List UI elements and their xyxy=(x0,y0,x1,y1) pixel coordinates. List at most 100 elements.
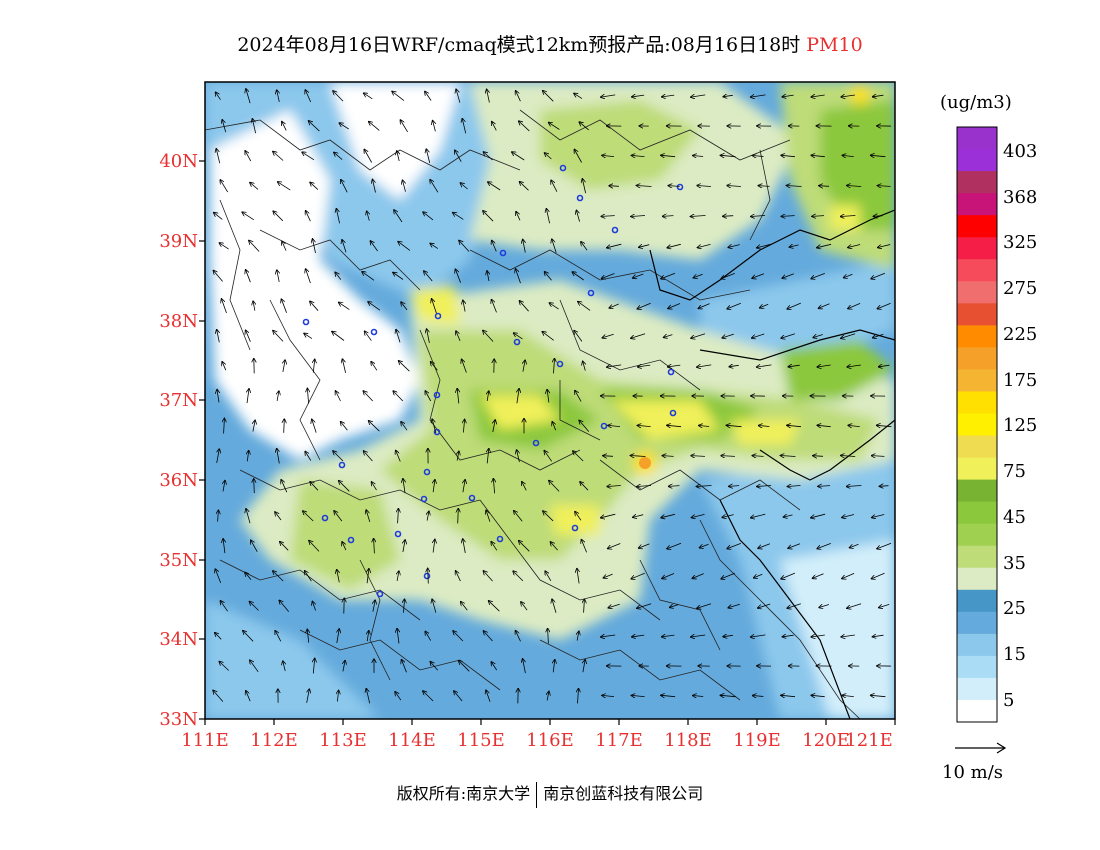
wind-arrow xyxy=(457,389,459,404)
wind-arrow xyxy=(872,514,885,518)
wind-arrow xyxy=(213,271,223,282)
wind-arrow xyxy=(313,659,314,674)
wind-arrow xyxy=(273,331,284,342)
wind-arrow xyxy=(431,362,438,371)
colorbar-swatch xyxy=(957,259,997,282)
wind-arrow xyxy=(753,156,764,157)
wind-arrow xyxy=(691,456,705,457)
wind-arrow xyxy=(781,456,796,457)
wind-arrow xyxy=(578,302,591,311)
wind-arrow xyxy=(305,452,312,461)
wind-arrow xyxy=(215,569,222,584)
wind-arrow xyxy=(751,513,766,518)
wind-arrow xyxy=(337,629,339,644)
wind-arrow xyxy=(222,299,227,314)
lon-label-111e: 111E xyxy=(181,730,229,751)
wind-arrow xyxy=(492,122,497,131)
wind-arrow xyxy=(342,240,347,253)
wind-arrow xyxy=(603,456,614,457)
wind-arrow xyxy=(483,211,494,222)
wind-arrow xyxy=(757,486,772,487)
wind-arrow xyxy=(842,573,855,578)
wind-arrow xyxy=(403,540,405,553)
colorbar-swatch xyxy=(957,501,997,525)
wind-arrow xyxy=(522,482,527,491)
wind-arrow xyxy=(454,691,463,702)
lat-label-39n: 39N xyxy=(159,231,198,252)
colorbar-swatch xyxy=(957,281,997,304)
wind-arrow xyxy=(246,509,251,524)
wind-arrow xyxy=(549,303,559,310)
wind-arrow xyxy=(813,335,823,338)
wind-arrow xyxy=(396,330,401,343)
colorbar-label-403: 403 xyxy=(1003,141,1038,162)
wind-arrow xyxy=(367,631,369,642)
wind-arrow xyxy=(692,573,704,579)
wind-arrow xyxy=(277,270,279,282)
wind-arrow xyxy=(583,361,586,371)
wind-arrow xyxy=(576,210,580,222)
wind-arrow xyxy=(663,216,674,217)
wind-arrow xyxy=(493,420,495,433)
wind-arrow xyxy=(789,245,799,247)
wind-arrow xyxy=(223,539,225,554)
colorbar-swatch xyxy=(957,193,997,216)
wind-arrow xyxy=(523,659,526,674)
wind-arrow xyxy=(639,245,650,248)
wind-arrow xyxy=(463,539,466,554)
wind-arrow xyxy=(662,95,675,97)
wind-arrow xyxy=(463,420,464,433)
wind-arrow xyxy=(396,451,401,462)
colorbar-swatch xyxy=(957,633,997,657)
wind-arrow xyxy=(601,513,616,518)
wind-arrow xyxy=(363,391,373,402)
wind-arrow xyxy=(842,695,854,696)
wind-arrow xyxy=(873,635,884,637)
lat-label-40n: 40N xyxy=(159,151,198,172)
wind-arrow xyxy=(575,391,582,402)
wind-arrow xyxy=(246,89,251,104)
wind-arrow xyxy=(310,182,319,190)
wind-arrow xyxy=(667,243,681,247)
wind-arrow xyxy=(423,212,434,221)
wind-arrow xyxy=(877,425,892,426)
wind-arrow xyxy=(751,635,766,637)
wind-arrow xyxy=(632,95,645,97)
wind-arrow xyxy=(427,511,429,521)
wind-arrow xyxy=(668,303,681,309)
wind-arrow xyxy=(602,695,615,696)
wind-arrow xyxy=(787,302,801,309)
wind-arrow xyxy=(669,486,680,487)
wind-arrow xyxy=(781,155,795,156)
wind-arrow xyxy=(275,631,282,642)
wind-arrow xyxy=(721,155,736,156)
wind-arrow xyxy=(607,365,622,367)
wind-arrow xyxy=(250,660,259,673)
wind-arrow xyxy=(784,515,793,517)
wind-arrow xyxy=(455,269,461,283)
lon-label-118e: 118E xyxy=(664,730,712,751)
wind-arrow xyxy=(394,210,403,223)
wind-arrow xyxy=(433,480,435,493)
wind-arrow xyxy=(697,186,711,187)
wind-arrow xyxy=(243,631,254,642)
lat-label-36n: 36N xyxy=(159,470,198,491)
wind-arrow xyxy=(782,273,794,279)
wind-arrow xyxy=(700,543,709,548)
wind-arrow xyxy=(433,540,435,553)
wind-arrow xyxy=(602,273,615,279)
wind-arrow xyxy=(457,451,459,461)
wind-arrow xyxy=(393,391,404,402)
wind-arrow xyxy=(752,273,765,279)
wind-arrow xyxy=(453,213,464,220)
wind-arrow xyxy=(722,515,734,518)
wind-arrow xyxy=(219,662,229,671)
wind-arrow xyxy=(312,419,317,433)
wind-arrow xyxy=(661,513,675,517)
colorbar-swatch xyxy=(957,699,997,723)
wind-arrow xyxy=(523,240,526,253)
wind-arrow xyxy=(574,93,583,99)
wind-arrow xyxy=(728,603,740,608)
wind-arrow xyxy=(667,425,682,426)
wind-arrow xyxy=(341,180,348,193)
